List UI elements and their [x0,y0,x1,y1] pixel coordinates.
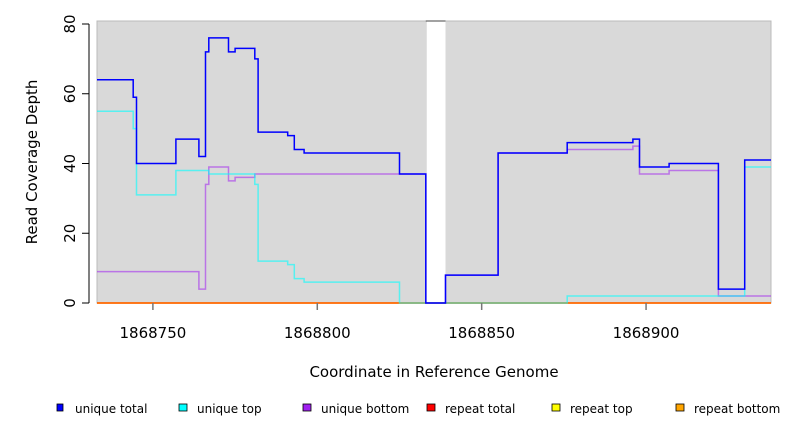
legend-item-unique-total: unique total [56,402,147,416]
y-tick-label: 0 [61,298,79,308]
x-tick-label: 1868800 [284,324,351,342]
series-unique-total [97,37,771,304]
y-tick-label: 80 [61,14,79,33]
y-tick-label: 20 [61,224,79,243]
legend-label: unique top [197,402,262,416]
series-unique-top [97,110,771,304]
legend-label: repeat top [570,402,633,416]
x-tick-label: 1868900 [613,324,680,342]
legend-swatch [56,403,64,412]
series-lines [97,37,771,304]
x-ticks: 1868750 1868800 1868850 1868900 [119,303,679,342]
legend-item-unique-bottom: unique bottom [302,402,409,416]
legend-swatch [426,403,436,412]
legend-swatch [675,403,685,412]
x-tick-label: 1868750 [119,324,186,342]
y-tick-label: 40 [61,154,79,173]
legend-item-repeat-bottom: repeat bottom [675,402,780,416]
legend-swatch [178,403,188,412]
legend-label: repeat total [445,402,515,416]
legend-item-repeat-total: repeat total [426,402,515,416]
legend-swatch [302,403,312,412]
y-tick-label: 60 [61,84,79,103]
gap-region [426,21,446,303]
legend: unique total unique top unique bottom repea… [56,402,780,416]
y-axis-label: Read Coverage Depth [23,80,41,245]
x-axis-label: Coordinate in Reference Genome [309,363,558,381]
legend-item-unique-top: unique top [178,402,262,416]
legend-label: unique bottom [321,402,409,416]
legend-swatch [551,403,561,412]
legend-item-repeat-top: repeat top [551,402,633,416]
y-ticks: 0 20 40 60 80 [61,14,89,308]
x-tick-label: 1868850 [448,324,515,342]
legend-label: repeat bottom [694,402,780,416]
legend-label: unique total [75,402,147,416]
